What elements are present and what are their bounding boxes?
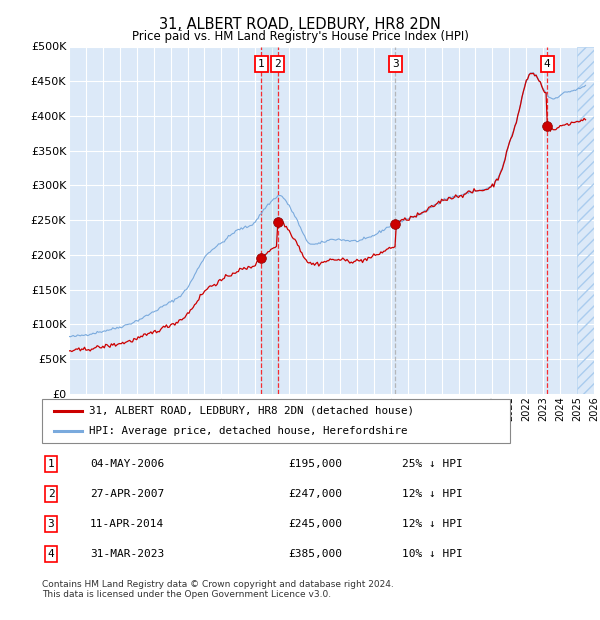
Text: £245,000: £245,000 <box>288 519 342 529</box>
Text: Price paid vs. HM Land Registry's House Price Index (HPI): Price paid vs. HM Land Registry's House … <box>131 30 469 43</box>
Text: 25% ↓ HPI: 25% ↓ HPI <box>402 459 463 469</box>
Text: 04-MAY-2006: 04-MAY-2006 <box>90 459 164 469</box>
Text: 2: 2 <box>47 489 55 499</box>
Text: 31, ALBERT ROAD, LEDBURY, HR8 2DN: 31, ALBERT ROAD, LEDBURY, HR8 2DN <box>159 17 441 32</box>
Text: 12% ↓ HPI: 12% ↓ HPI <box>402 489 463 499</box>
Text: 11-APR-2014: 11-APR-2014 <box>90 519 164 529</box>
Text: 27-APR-2007: 27-APR-2007 <box>90 489 164 499</box>
Text: Contains HM Land Registry data © Crown copyright and database right 2024.
This d: Contains HM Land Registry data © Crown c… <box>42 580 394 599</box>
Text: 3: 3 <box>47 519 55 529</box>
Text: 1: 1 <box>257 59 265 69</box>
Text: 3: 3 <box>392 59 399 69</box>
Text: £195,000: £195,000 <box>288 459 342 469</box>
Text: £247,000: £247,000 <box>288 489 342 499</box>
Text: 1: 1 <box>47 459 55 469</box>
Text: 31-MAR-2023: 31-MAR-2023 <box>90 549 164 559</box>
Text: 2: 2 <box>274 59 281 69</box>
Text: 4: 4 <box>544 59 551 69</box>
Text: 10% ↓ HPI: 10% ↓ HPI <box>402 549 463 559</box>
Text: 12% ↓ HPI: 12% ↓ HPI <box>402 519 463 529</box>
Bar <box>261 46 278 394</box>
Text: 31, ALBERT ROAD, LEDBURY, HR8 2DN (detached house): 31, ALBERT ROAD, LEDBURY, HR8 2DN (detac… <box>89 405 414 416</box>
Text: HPI: Average price, detached house, Herefordshire: HPI: Average price, detached house, Here… <box>89 426 407 436</box>
Text: 4: 4 <box>47 549 55 559</box>
Text: £385,000: £385,000 <box>288 549 342 559</box>
